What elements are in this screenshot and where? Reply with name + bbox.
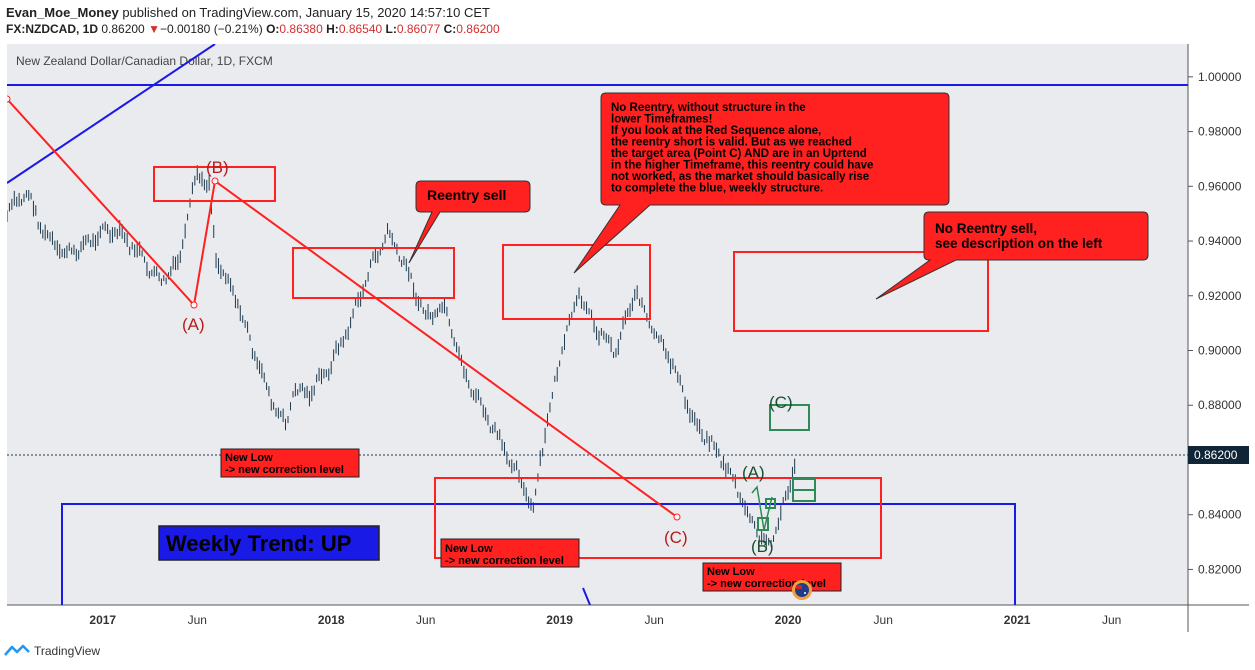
close-value: 0.86200 xyxy=(456,22,500,36)
reentry-box-2 xyxy=(502,244,651,320)
y-tick-label: 0.82000 xyxy=(1198,562,1242,576)
wave-point xyxy=(190,301,198,309)
down-arrow-icon: ▼ xyxy=(148,22,160,36)
green-label-b: (B) xyxy=(751,537,774,556)
callout-line: not worked, as the market should basical… xyxy=(611,171,869,183)
new-low-title: New Low xyxy=(225,452,273,464)
price-change: −0.00180 (−0.21%) xyxy=(159,22,263,36)
x-tick-label: 2020 xyxy=(775,613,802,627)
x-tick-label: 2021 xyxy=(1004,613,1031,627)
footer-brand[interactable]: TradingView xyxy=(4,644,100,658)
symbol: FX:NZDCAD, 1D xyxy=(6,22,98,36)
new-low-label-3: New Low -> new correction level xyxy=(702,562,842,592)
flag-icon[interactable] xyxy=(792,580,812,600)
y-tick-label: 0.84000 xyxy=(1198,508,1242,522)
y-tick-label: 0.92000 xyxy=(1198,289,1242,303)
tradingview-logo-icon xyxy=(4,644,30,656)
green-label-a: (A) xyxy=(742,463,765,482)
y-tick-label: 0.90000 xyxy=(1198,343,1242,357)
new-low-title: New Low xyxy=(445,543,493,555)
callout-line: the reentry short is valid. But as we re… xyxy=(611,137,852,149)
close-label: C: xyxy=(443,22,457,36)
tradingview-brand: TradingView xyxy=(34,644,101,658)
green-label-c: (C) xyxy=(769,393,793,412)
reentry-sell-text: Reentry sell xyxy=(427,187,506,203)
callout-line: see description on the left xyxy=(935,236,1103,251)
publish-info: published on TradingView.com, January 15… xyxy=(122,5,490,20)
x-tick-label: Jun xyxy=(644,613,663,627)
x-tick-label: Jun xyxy=(188,613,207,627)
callout-line: No Reentry sell, xyxy=(935,221,1037,236)
wave-label-a: (A) xyxy=(182,315,205,334)
author-name[interactable]: Evan_Moe_Money xyxy=(6,5,119,20)
y-tick-label: 0.96000 xyxy=(1198,179,1242,193)
reentry-box-1 xyxy=(292,247,455,299)
high-label: H: xyxy=(326,22,339,36)
blue-wave-line xyxy=(582,587,591,605)
wave-label-c: (C) xyxy=(664,528,688,547)
x-tick-label: Jun xyxy=(416,613,435,627)
green-box-b xyxy=(757,517,769,531)
callout-line: in the higher Timeframe, this reentry co… xyxy=(611,160,873,172)
wave-point xyxy=(7,95,11,103)
low-value: 0.86077 xyxy=(396,22,441,36)
reentry-sell-callout: Reentry sell xyxy=(408,180,531,264)
low-label: L: xyxy=(385,22,397,36)
chart-title: New Zealand Dollar/Canadian Dollar, 1D, … xyxy=(16,54,273,68)
callout-line: No Reentry, without structure in the xyxy=(611,102,806,114)
target-box-b xyxy=(153,166,276,202)
weekly-trend-label: Weekly Trend: UP xyxy=(158,525,380,561)
chart-background xyxy=(7,44,1188,605)
x-tick-label: 2017 xyxy=(89,613,116,627)
green-wave-lines xyxy=(751,485,773,531)
new-low-text: -> new correction level xyxy=(445,555,564,567)
callout-line: lower Timeframes! xyxy=(611,114,712,126)
open-value: 0.86380 xyxy=(279,22,323,36)
blue-trend-line xyxy=(7,44,216,184)
y-tick-labels: 1.00000 0.98000 0.96000 0.94000 0.92000 0.900… xyxy=(1188,70,1242,576)
callout-line: to complete the blue, weekly structure. xyxy=(611,183,823,195)
weekly-trend-text: Weekly Trend: UP xyxy=(166,531,351,556)
y-tick-label: 0.94000 xyxy=(1198,234,1242,248)
green-box-a xyxy=(765,498,776,509)
x-tick-label: 2018 xyxy=(318,613,345,627)
last-price-badge-text: 0.86200 xyxy=(1194,448,1238,462)
high-value: 0.86540 xyxy=(338,22,383,36)
reentry-box-3 xyxy=(733,251,989,332)
x-tick-label: Jun xyxy=(874,613,893,627)
new-low-text: -> new correction level xyxy=(225,464,344,476)
wave-point xyxy=(211,177,219,185)
ohlc-line: FX:NZDCAD, 1D 0.86200 ▼−0.00180 (−0.21%)… xyxy=(6,22,500,36)
weekly-structure-box xyxy=(61,503,1016,605)
last-price-badge: 0.86200 xyxy=(1188,446,1249,464)
y-tick-label: 0.88000 xyxy=(1198,398,1242,412)
price-axis[interactable] xyxy=(1188,44,1249,605)
red-wave-lines xyxy=(7,98,678,518)
x-tick-labels: 2017 Jun 2018 Jun 2019 Jun 2020 Jun 2021 Jun xyxy=(89,613,1121,627)
new-low-label-1: New Low -> new correction level xyxy=(220,448,360,478)
wave-label-b: (B) xyxy=(206,158,229,177)
y-tick-label: 1.00000 xyxy=(1198,70,1242,84)
time-axis[interactable] xyxy=(7,605,1249,632)
publish-line: Evan_Moe_Money published on TradingView.… xyxy=(6,5,490,20)
new-low-label-2: New Low -> new correction level xyxy=(440,538,580,568)
x-tick-label: 2019 xyxy=(546,613,573,627)
wave-point xyxy=(673,513,681,521)
target-zone-c xyxy=(434,477,882,559)
new-low-title: New Low xyxy=(707,566,755,578)
x-tick-label: Jun xyxy=(1102,613,1121,627)
no-reentry-callout: No Reentry, without structure in thelowe… xyxy=(573,92,950,274)
no-reentry-sell-text: No Reentry sell,see description on the l… xyxy=(935,221,1103,251)
no-reentry-text: No Reentry, without structure in thelowe… xyxy=(611,102,873,195)
last-price: 0.86200 xyxy=(101,22,145,36)
green-box-c xyxy=(769,404,810,431)
y-tick-label: 0.98000 xyxy=(1198,125,1242,139)
open-label: O: xyxy=(266,22,280,36)
no-reentry-sell-callout: No Reentry sell,see description on the l… xyxy=(875,211,1149,300)
callout-line: the target area (Point C) AND are in an … xyxy=(611,148,867,160)
callout-line: If you look at the Red Sequence alone, xyxy=(611,125,821,137)
